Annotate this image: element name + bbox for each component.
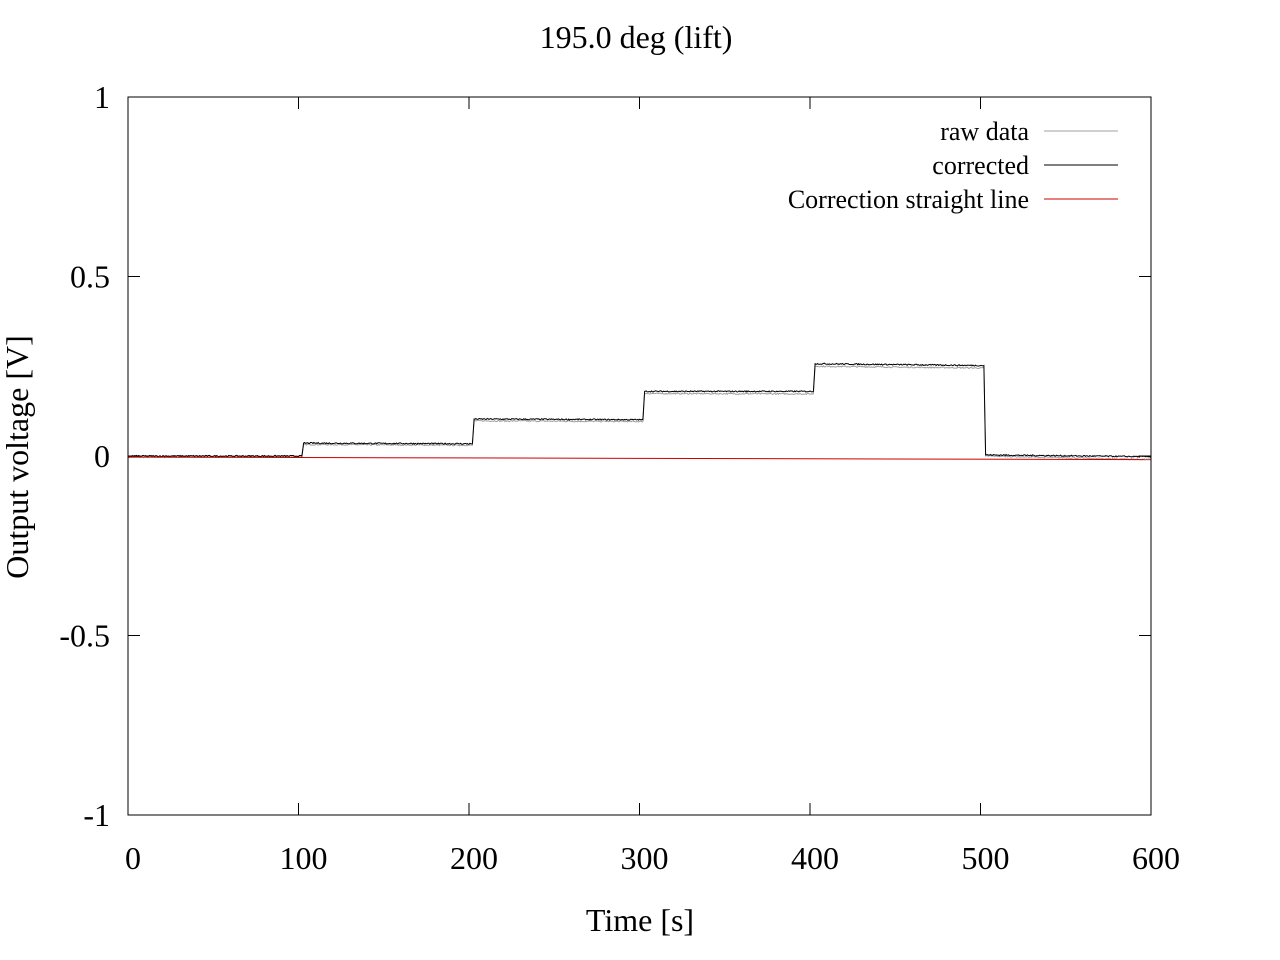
axis-ticks: 0 100 200 300 400 500 600 -1 -0.5 0 0.5 1 bbox=[59, 79, 1180, 876]
y-tick-label: -1 bbox=[83, 797, 110, 833]
x-tick-label: 0 bbox=[125, 840, 141, 876]
x-tick-label: 500 bbox=[962, 840, 1010, 876]
x-tick-label: 400 bbox=[791, 840, 839, 876]
x-tick-label: 600 bbox=[1132, 840, 1180, 876]
series-line-1 bbox=[127, 362, 1152, 458]
plot-frame bbox=[127, 96, 1152, 816]
x-tick-label: 100 bbox=[280, 840, 328, 876]
chart-title: 195.0 deg (lift) bbox=[540, 19, 733, 55]
y-tick-label: 1 bbox=[94, 79, 110, 115]
plot-area bbox=[127, 362, 1152, 461]
y-tick-label: 0 bbox=[94, 438, 110, 474]
legend-label-2: Correction straight line bbox=[788, 185, 1029, 214]
series-line-2 bbox=[127, 456, 1152, 461]
y-axis-label: Output voltage [V] bbox=[0, 335, 35, 579]
y-tick-label: -0.5 bbox=[59, 618, 110, 654]
legend-label-1: corrected bbox=[932, 151, 1029, 180]
legend: raw data corrected Correction straight lin… bbox=[788, 117, 1118, 214]
y-tick-label: 0.5 bbox=[70, 259, 110, 295]
series-line-0 bbox=[127, 364, 1152, 461]
x-tick-label: 300 bbox=[621, 840, 669, 876]
legend-label-0: raw data bbox=[940, 117, 1029, 146]
x-axis-label: Time [s] bbox=[586, 902, 694, 938]
x-tick-label: 200 bbox=[450, 840, 498, 876]
